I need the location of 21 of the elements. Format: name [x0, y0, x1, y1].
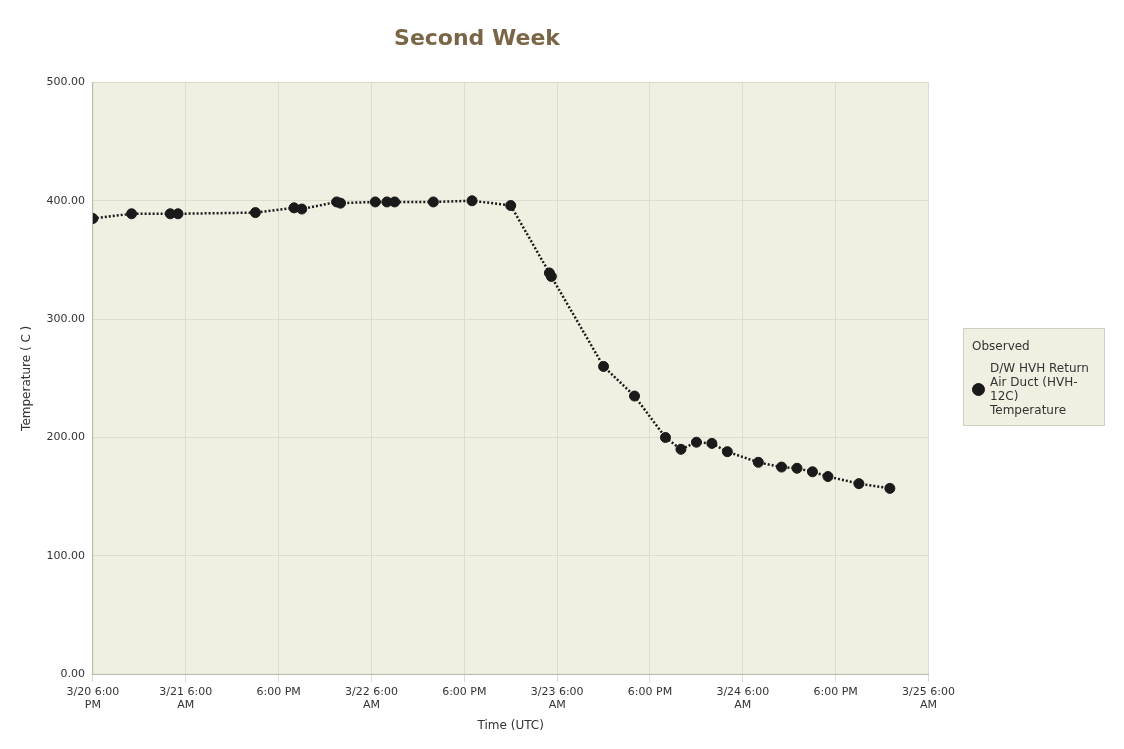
x-tick-label: 3/25 6:00 AM [902, 684, 955, 711]
legend-title: Observed [972, 339, 1031, 353]
y-tick-label: 0.00 [60, 667, 85, 681]
x-tick-label: 3/20 6:00 PM [66, 684, 120, 711]
x-tick-label: 3/21 6:00 AM [159, 684, 213, 711]
x-axis-title: Time (UTC) [476, 717, 544, 732]
y-tick-label: 300.00 [46, 311, 85, 325]
y-tick-label: 200.00 [46, 430, 85, 444]
x-tick-label: 6:00 PM [813, 684, 858, 698]
chart-title: Second Week [394, 24, 562, 50]
y-tick-label: 500.00 [46, 75, 85, 89]
x-tick-label: 6:00 PM [256, 684, 301, 698]
y-axis-title: Temperature ( C ) [19, 325, 34, 432]
x-tick-label: 3/23 6:00 AM [530, 684, 584, 711]
legend-label: D/W HVH Return Air Duct (HVH-12C) Temperature [990, 361, 1090, 417]
x-tick-label: 3/24 6:00 AM [716, 684, 770, 711]
x-tick-label: 3/22 6:00 AM [344, 684, 398, 711]
x-tick-label: 6:00 PM [442, 684, 487, 698]
x-tick-label: 6:00 PM [627, 684, 673, 698]
y-tick-label: 400.00 [46, 193, 85, 207]
y-tick-label: 100.00 [46, 548, 85, 562]
